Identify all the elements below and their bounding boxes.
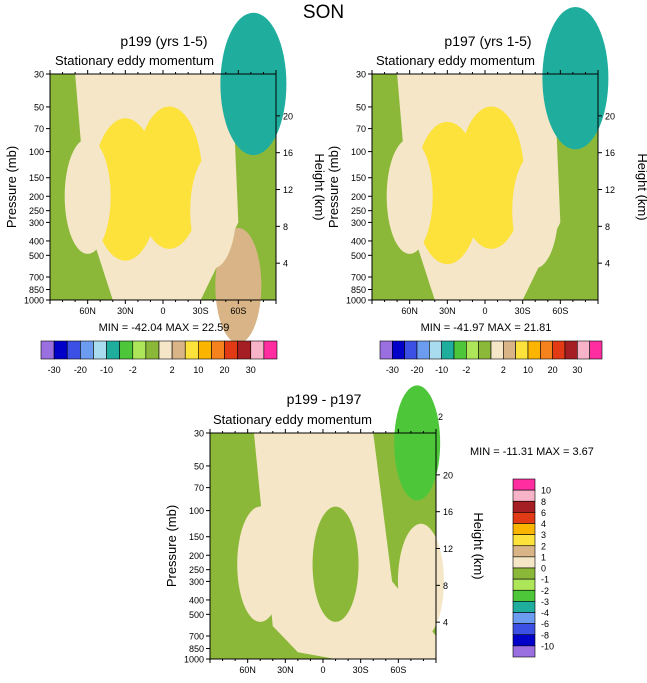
contour-feature [220, 12, 287, 156]
colorbar-swatch [224, 340, 238, 360]
min-max-stats: MIN = -42.04 MAX = 22.59 [99, 322, 230, 334]
page-title: SON [302, 2, 345, 23]
y-tick-label: 300 [29, 218, 44, 228]
colorbar-label: -2 [129, 365, 137, 375]
colorbar-swatch [80, 340, 94, 360]
contour-feature [64, 138, 111, 254]
colorbar-swatch [237, 340, 252, 360]
colorbar-label: -30 [48, 365, 61, 375]
y-tick-label: 100 [29, 147, 44, 157]
height-tick-label: 12 [283, 185, 293, 195]
y-tick-label: 400 [29, 236, 44, 246]
colorbar-swatch [40, 340, 55, 360]
colorbar-swatch [263, 340, 278, 360]
colorbar-swatch [184, 340, 199, 360]
colorbar-label: 2 [170, 365, 175, 375]
colorbar-swatch [171, 340, 186, 360]
colorbar-swatch [132, 340, 147, 360]
y-axis-label: Pressure (mb) [4, 146, 19, 228]
y-tick-label: 700 [29, 273, 44, 283]
colorbar: -30 -20 -10 -2 2 10 20 30 [40, 340, 278, 375]
y-axis-right-label: Height (km) [312, 153, 327, 220]
field-label: Stationary eddy momentum [55, 53, 214, 68]
y-tick-label: 200 [29, 192, 44, 202]
colorbar-swatch [66, 340, 81, 360]
y-tick-label: 850 [29, 285, 44, 295]
y-tick-label: 30 [34, 70, 44, 80]
contour-feature [190, 153, 237, 269]
colorbar-swatch [198, 340, 212, 360]
colorbar-swatch [106, 340, 120, 360]
colorbar-swatch [211, 340, 225, 360]
y-tick-label: 50 [34, 102, 44, 112]
contour-feature [136, 106, 203, 249]
colorbar-label: 20 [220, 365, 230, 375]
colorbar-label: 10 [193, 365, 203, 375]
y-tick-label: 150 [29, 173, 44, 183]
colorbar-swatch [250, 340, 265, 360]
x-tick-label: 60S [230, 306, 246, 316]
y-tick-label: 70 [34, 124, 44, 134]
x-tick-label: 60N [79, 306, 96, 316]
height-tick-label: 16 [283, 148, 293, 158]
x-tick-label: 0 [160, 306, 165, 316]
colorbar-swatch [145, 340, 160, 360]
colorbar-swatch [53, 340, 68, 360]
y-tick-label: 1000 [24, 296, 44, 306]
y-tick-label: 250 [29, 206, 44, 216]
contour-plot: 3050701001502002503004005007008501000481… [24, 12, 293, 344]
y-tick-label: 500 [29, 251, 44, 261]
colorbar-swatch [158, 340, 173, 360]
x-tick-label: 30S [193, 306, 209, 316]
height-tick-label: 20 [283, 111, 293, 121]
colorbar-swatch [93, 340, 107, 360]
colorbar-swatch [119, 340, 134, 360]
height-tick-label: 4 [283, 259, 288, 269]
panel-title: p199 (yrs 1-5) [120, 33, 207, 49]
height-tick-label: 8 [283, 222, 288, 232]
x-tick-label: 30N [117, 306, 134, 316]
colorbar-label: 30 [246, 365, 256, 375]
colorbar-label: -20 [74, 365, 87, 375]
colorbar-label: -10 [100, 365, 113, 375]
